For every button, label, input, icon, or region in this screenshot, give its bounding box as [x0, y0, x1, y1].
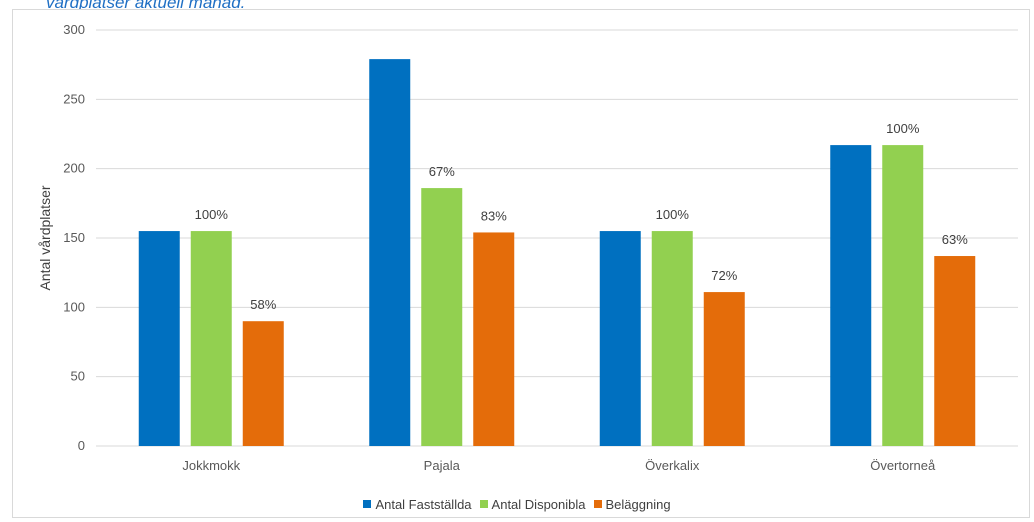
bar-beläggning-pajala	[473, 232, 515, 446]
y-tick-label: 250	[63, 91, 85, 106]
legend-item: Beläggning	[593, 496, 671, 512]
legend-swatch	[363, 500, 372, 508]
bar-beläggning-övertorneå	[934, 256, 976, 446]
x-axis-categories: Jokkmokk Pajala Överkalix Övertorneå	[182, 458, 936, 473]
data-label: 67%	[429, 164, 455, 179]
bar-antal-disponibla-övertorneå	[882, 145, 924, 447]
bar-antal-disponibla-överkalix	[651, 231, 693, 446]
data-label: 83%	[481, 208, 507, 223]
legend: Antal Fastställda Antal Disponibla Beläggn…	[0, 496, 1034, 512]
legend-label: Beläggning	[605, 496, 671, 512]
x-category-label: Pajala	[424, 458, 461, 473]
legend-label: Antal Disponibla	[491, 496, 586, 512]
gridlines	[96, 29, 1018, 447]
legend-item: Antal Fastställda	[363, 496, 472, 512]
bar-antal-disponibla-jokkmokk	[190, 231, 232, 446]
y-tick-label: 300	[63, 22, 85, 37]
data-label: 63%	[942, 232, 968, 247]
legend-item: Antal Disponibla	[479, 496, 586, 512]
y-tick-label: 200	[63, 161, 85, 176]
bars	[138, 59, 976, 447]
legend-swatch	[593, 500, 602, 508]
bar-antal-fastställda-pajala	[369, 59, 411, 447]
data-label: 58%	[250, 297, 276, 312]
bar-antal-fastställda-överkalix	[599, 231, 641, 446]
bar-antal-fastställda-jokkmokk	[138, 231, 180, 446]
y-axis-label: Antal vårdplatser	[37, 185, 53, 290]
legend-swatch	[479, 500, 488, 508]
data-label: 100%	[886, 121, 920, 136]
y-tick-label: 50	[71, 369, 85, 384]
x-category-label: Övertorneå	[870, 458, 936, 473]
y-tick-label: 100	[63, 299, 85, 314]
legend-label: Antal Fastställda	[375, 496, 472, 512]
x-category-label: Överkalix	[645, 458, 700, 473]
y-axis-ticks: 0 50 100 150 200 250 300	[63, 22, 85, 453]
data-label: 100%	[195, 207, 229, 222]
data-labels: 100% 58% 67% 83% 100% 72% 100% 63%	[195, 121, 969, 312]
data-label: 72%	[711, 268, 737, 283]
bar-antal-fastställda-övertorneå	[830, 145, 872, 447]
bar-beläggning-överkalix	[703, 292, 745, 446]
x-category-label: Jokkmokk	[182, 458, 240, 473]
y-tick-label: 150	[63, 230, 85, 245]
y-tick-label: 0	[78, 438, 85, 453]
data-label: 100%	[656, 207, 690, 222]
bar-antal-disponibla-pajala	[421, 188, 463, 446]
bar-beläggning-jokkmokk	[242, 321, 284, 446]
